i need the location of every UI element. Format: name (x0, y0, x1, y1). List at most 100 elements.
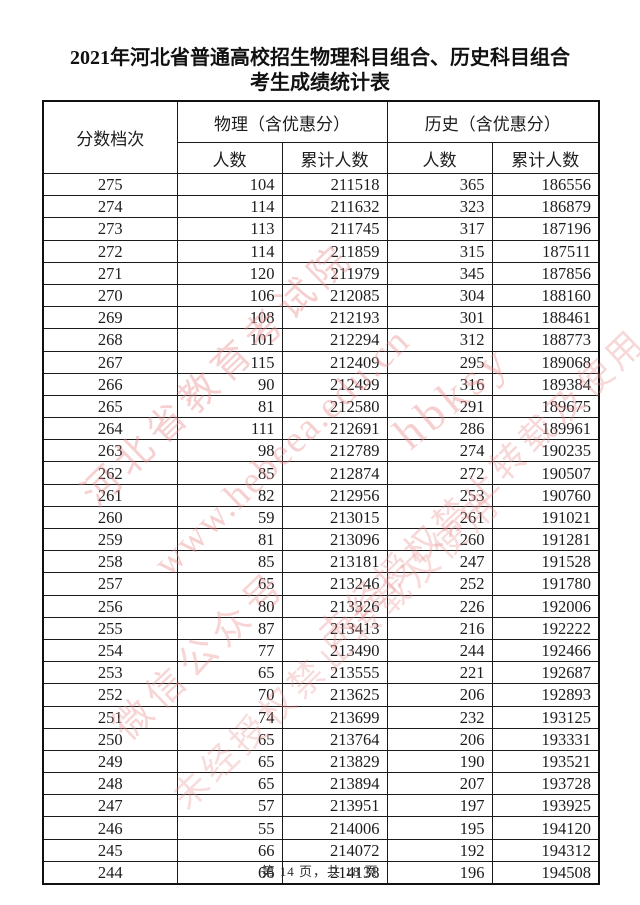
table-row: 262 85 212874 272 190507 (42, 461, 600, 485)
history-cumulative-cell: 189068 (491, 350, 600, 374)
history-count-cell: 295 (386, 350, 493, 374)
physics-count-cell: 82 (176, 483, 283, 507)
score-cell: 269 (42, 306, 178, 330)
physics-cumulative-cell: 214072 (281, 838, 388, 862)
physics-cumulative-cell: 213555 (281, 661, 388, 685)
history-cumulative-cell: 189961 (491, 417, 600, 441)
physics-count-cell: 65 (176, 572, 283, 596)
history-cumulative-cell: 188160 (491, 283, 600, 308)
physics-cumulative-cell: 212085 (281, 283, 388, 308)
score-cell: 245 (42, 838, 178, 862)
history-count-cell: 226 (386, 594, 493, 618)
physics-cumulative-cell: 211859 (281, 239, 388, 263)
physics-count-cell: 114 (176, 239, 283, 263)
page-title-line2: 考生成绩统计表 (250, 72, 390, 94)
page-number-footer: 第 14 页，共 18 页 (261, 864, 379, 879)
table-row: 270 106 212085 304 188160 (42, 283, 600, 308)
header-score-level: 分数档次 (42, 100, 178, 174)
table-row: 268 101 212294 312 188773 (42, 328, 600, 352)
physics-cumulative-cell: 213181 (281, 550, 388, 574)
table-row: 245 66 214072 192 194312 (42, 838, 600, 862)
history-count-cell: 345 (386, 261, 493, 285)
history-count-cell: 316 (386, 372, 493, 396)
physics-count-cell: 108 (176, 306, 283, 330)
history-cumulative-cell: 186879 (491, 195, 600, 219)
history-cumulative-cell: 187511 (491, 239, 600, 263)
physics-cumulative-cell: 213096 (281, 527, 388, 552)
history-count-cell: 195 (386, 816, 493, 840)
history-cumulative-cell: 192222 (491, 616, 600, 640)
table-row: 252 70 213625 206 192893 (42, 683, 600, 707)
score-cell: 247 (42, 794, 178, 818)
physics-count-cell: 65 (176, 727, 283, 751)
table-row: 267 115 212409 295 189068 (42, 350, 600, 374)
history-count-cell: 261 (386, 505, 493, 530)
score-cell: 271 (42, 261, 178, 285)
table-row: 247 57 213951 197 193925 (42, 794, 600, 818)
physics-cumulative-cell: 213490 (281, 638, 388, 663)
history-count-cell: 315 (386, 239, 493, 263)
score-cell: 255 (42, 616, 178, 640)
physics-cumulative-cell: 211979 (281, 261, 388, 285)
score-cell: 267 (42, 350, 178, 374)
score-table-body: 275 104 211518 365 186556 274 114 211632 323 1868… (42, 172, 600, 885)
score-cell: 250 (42, 727, 178, 751)
history-cumulative-cell: 188461 (491, 306, 600, 330)
score-cell: 270 (42, 283, 178, 308)
physics-cumulative-cell: 212294 (281, 328, 388, 352)
physics-cumulative-cell: 212409 (281, 350, 388, 374)
score-cell: 254 (42, 638, 178, 663)
physics-count-cell: 115 (176, 350, 283, 374)
history-count-cell: 260 (386, 527, 493, 552)
history-cumulative-cell: 192466 (491, 638, 600, 663)
history-cumulative-cell: 189675 (491, 394, 600, 419)
history-cumulative-cell: 194312 (491, 838, 600, 862)
history-count-cell: 291 (386, 394, 493, 419)
score-cell: 259 (42, 527, 178, 552)
history-count-cell: 272 (386, 461, 493, 485)
physics-count-cell: 65 (176, 772, 283, 796)
physics-count-cell: 66 (176, 860, 283, 885)
physics-cumulative-cell: 212956 (281, 483, 388, 507)
physics-count-cell: 101 (176, 328, 283, 352)
history-count-cell: 190 (386, 749, 493, 774)
header-sub-row: 人数 累计人数 人数 累计人数 (43, 142, 600, 174)
physics-cumulative-cell: 213699 (281, 705, 388, 729)
physics-cumulative-cell: 212580 (281, 394, 388, 419)
physics-cumulative-cell: 212193 (281, 306, 388, 330)
history-cumulative-cell: 191780 (491, 572, 600, 596)
history-count-cell: 312 (386, 328, 493, 352)
physics-cumulative-cell: 213246 (281, 572, 388, 596)
history-count-cell: 365 (386, 172, 493, 197)
history-cumulative-cell: 193925 (491, 794, 600, 818)
physics-cumulative-cell: 213894 (281, 772, 388, 796)
history-count-cell: 232 (386, 705, 493, 729)
physics-cumulative-cell: 213625 (281, 683, 388, 707)
table-row: 269 108 212193 301 188461 (42, 306, 600, 330)
score-statistics-table: 分数档次 物理（含优惠分） 历史（含优惠分） 人数 累计人数 人数 累计人数 2… (42, 100, 600, 885)
score-cell: 246 (42, 816, 178, 840)
score-cell: 257 (42, 572, 178, 596)
table-row: 251 74 213699 232 193125 (42, 705, 600, 729)
table-row: 255 87 213413 216 192222 (42, 616, 600, 640)
physics-cumulative-cell: 211518 (281, 172, 388, 197)
score-cell: 263 (42, 439, 178, 463)
score-cell: 273 (42, 217, 178, 241)
history-cumulative-cell: 187196 (491, 217, 600, 241)
table-row: 275 104 211518 365 186556 (42, 172, 600, 197)
physics-cumulative-cell: 213015 (281, 505, 388, 530)
header-history-count: 人数 (386, 142, 493, 174)
table-row: 254 77 213490 244 192466 (42, 638, 600, 663)
history-count-cell: 323 (386, 195, 493, 219)
physics-count-cell: 57 (176, 794, 283, 818)
physics-count-cell: 74 (176, 705, 283, 729)
physics-count-cell: 120 (176, 261, 283, 285)
physics-cumulative-cell: 213951 (281, 794, 388, 818)
score-cell: 262 (42, 461, 178, 485)
page-title: 2021年河北省普通高校招生物理科目组合、历史科目组合 考生成绩统计表 (0, 46, 640, 96)
history-cumulative-cell: 193331 (491, 727, 600, 751)
history-cumulative-cell: 190760 (491, 483, 600, 507)
table-row: 249 65 213829 190 193521 (42, 749, 600, 774)
header-history-group: 历史（含优惠分） (386, 100, 600, 143)
